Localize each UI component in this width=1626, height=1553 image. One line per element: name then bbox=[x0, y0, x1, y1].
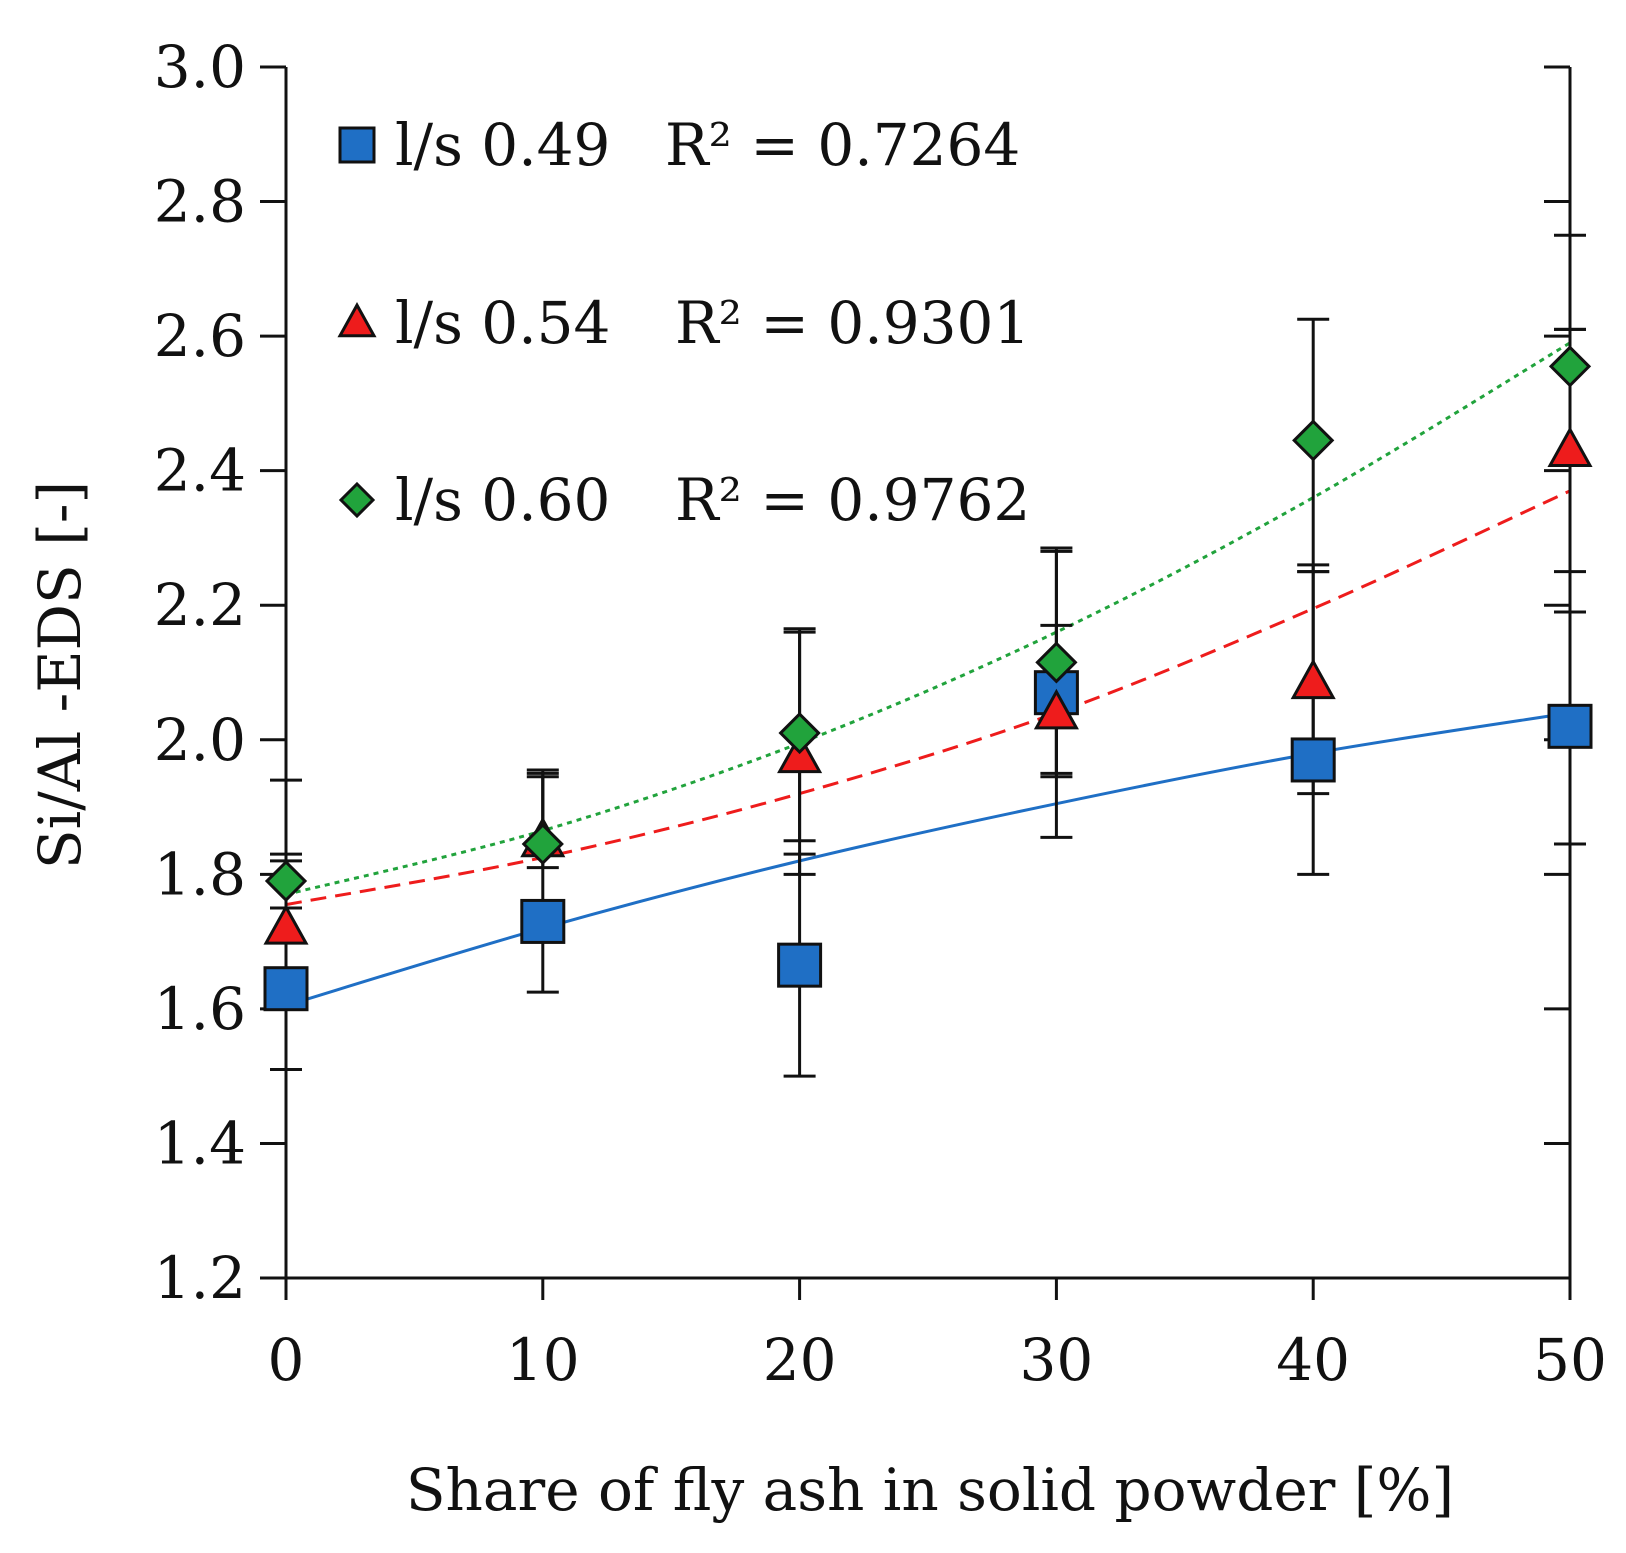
x-tick-label: 40 bbox=[1276, 1326, 1350, 1394]
y-tick-label: 2.8 bbox=[154, 168, 246, 236]
axes-layer: 1.2 1.4 1.6 1.8 2.0 2.2 2.4 2.6 2.8 3.0 0 10 20 30 40 5… bbox=[154, 33, 1607, 1394]
legend-label: l/s 0.60 bbox=[395, 466, 610, 534]
data-point-diamond bbox=[521, 822, 564, 866]
legend: l/s 0.49 R² = 0.7264 l/s 0.54 R² = 0.9301 l/… bbox=[337, 111, 1030, 534]
trend-layer bbox=[285, 341, 1571, 1007]
legend-marker bbox=[338, 481, 376, 519]
y-tick-label: 3.0 bbox=[154, 33, 246, 101]
data-point-triangle bbox=[1033, 688, 1079, 730]
x-tick-label: 0 bbox=[268, 1326, 305, 1394]
legend-r2: R² = 0.9762 bbox=[675, 466, 1030, 534]
x-tick-label: 20 bbox=[763, 1326, 837, 1394]
legend-marker bbox=[338, 126, 376, 164]
marker-layer bbox=[263, 345, 1593, 1012]
data-point-square bbox=[263, 966, 309, 1012]
y-tick-label: 1.4 bbox=[154, 1109, 246, 1177]
y-tick-label: 1.8 bbox=[154, 840, 246, 908]
data-point-diamond bbox=[1035, 641, 1078, 684]
x-tick-label: 50 bbox=[1533, 1326, 1607, 1394]
legend-marker bbox=[337, 302, 377, 338]
legend-r2: R² = 0.7264 bbox=[665, 111, 1020, 179]
y-tick-label: 1.2 bbox=[154, 1244, 246, 1312]
data-point-square bbox=[1290, 737, 1336, 783]
trendline bbox=[285, 341, 1571, 896]
data-point-diamond bbox=[1292, 419, 1335, 462]
trendline bbox=[285, 711, 1571, 1007]
data-point-triangle bbox=[263, 904, 309, 945]
x-axis-title: Share of fly ash in solid powder [%] bbox=[406, 1456, 1454, 1524]
legend-r2: R² = 0.9301 bbox=[675, 289, 1030, 357]
data-point-diamond bbox=[778, 711, 821, 755]
data-point-diamond bbox=[264, 859, 308, 903]
legend-label: l/s 0.49 bbox=[395, 111, 610, 179]
y-axis-title: Si/Al -EDS [-] bbox=[26, 481, 94, 869]
y-tick-label: 2.6 bbox=[154, 302, 246, 370]
legend-label: l/s 0.54 bbox=[395, 289, 610, 357]
data-point-square bbox=[777, 942, 823, 988]
x-tick-label: 30 bbox=[1019, 1326, 1093, 1394]
data-point-triangle bbox=[1547, 426, 1593, 467]
y-tick-label: 2.2 bbox=[154, 571, 246, 639]
data-point-square bbox=[1547, 703, 1593, 749]
data-point-diamond bbox=[1548, 345, 1592, 388]
y-tick-label: 2.0 bbox=[154, 706, 246, 774]
y-tick-label: 1.6 bbox=[154, 975, 246, 1043]
y-tick-label: 2.4 bbox=[154, 437, 246, 505]
x-tick-label: 10 bbox=[506, 1326, 580, 1394]
data-point-square bbox=[520, 898, 566, 944]
data-point-triangle bbox=[1290, 658, 1336, 700]
trendline bbox=[285, 489, 1571, 907]
